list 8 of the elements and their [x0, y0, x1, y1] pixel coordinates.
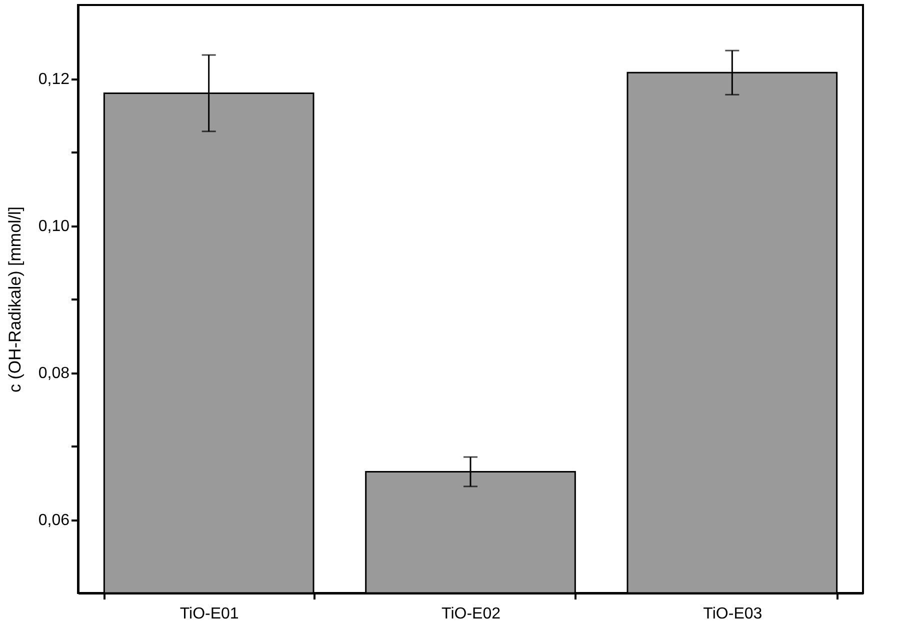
y-tick-label: 0,08 — [38, 365, 70, 382]
y-axis-title: c (OH-Radikale) [mmol/l] — [5, 206, 24, 393]
y-tick-label: 0,10 — [38, 218, 70, 235]
x-tick-label: TiO-E03 — [703, 606, 762, 622]
y-tick-label: 0,06 — [38, 512, 70, 529]
x-tick-label: TiO-E01 — [180, 606, 239, 622]
x-tick-label: TiO-E02 — [442, 606, 501, 622]
y-tick-label: 0,12 — [38, 71, 70, 88]
